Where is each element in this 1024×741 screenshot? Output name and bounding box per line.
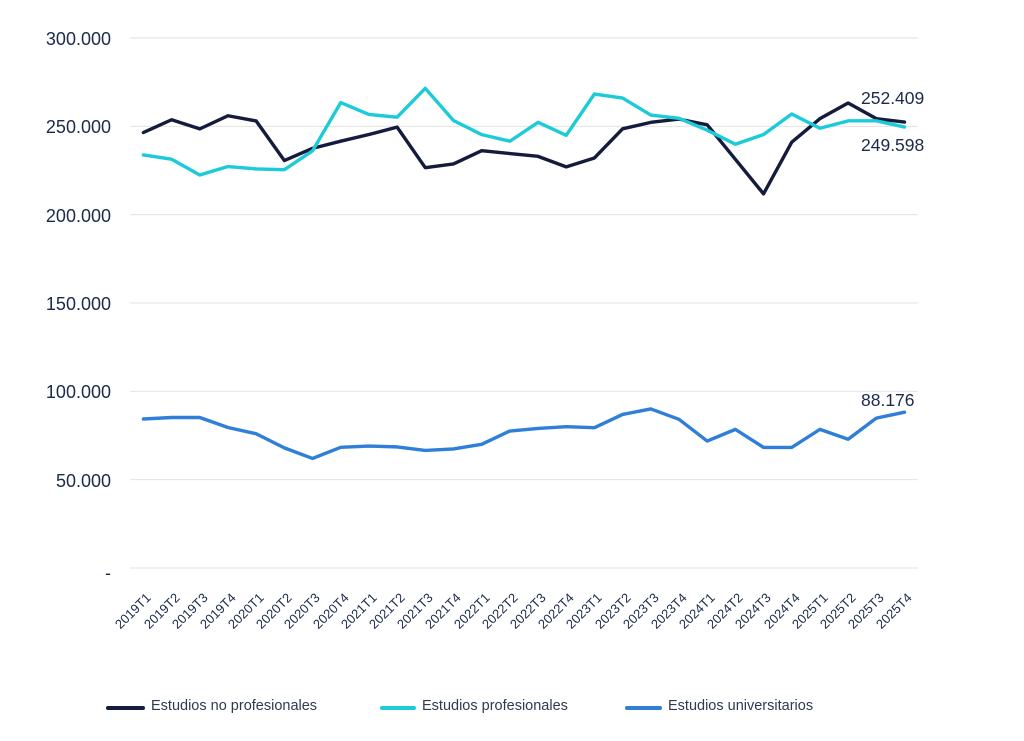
svg-text:88.176: 88.176 [861, 390, 915, 410]
svg-text:249.598: 249.598 [861, 135, 924, 155]
svg-text:252.409: 252.409 [861, 88, 924, 108]
